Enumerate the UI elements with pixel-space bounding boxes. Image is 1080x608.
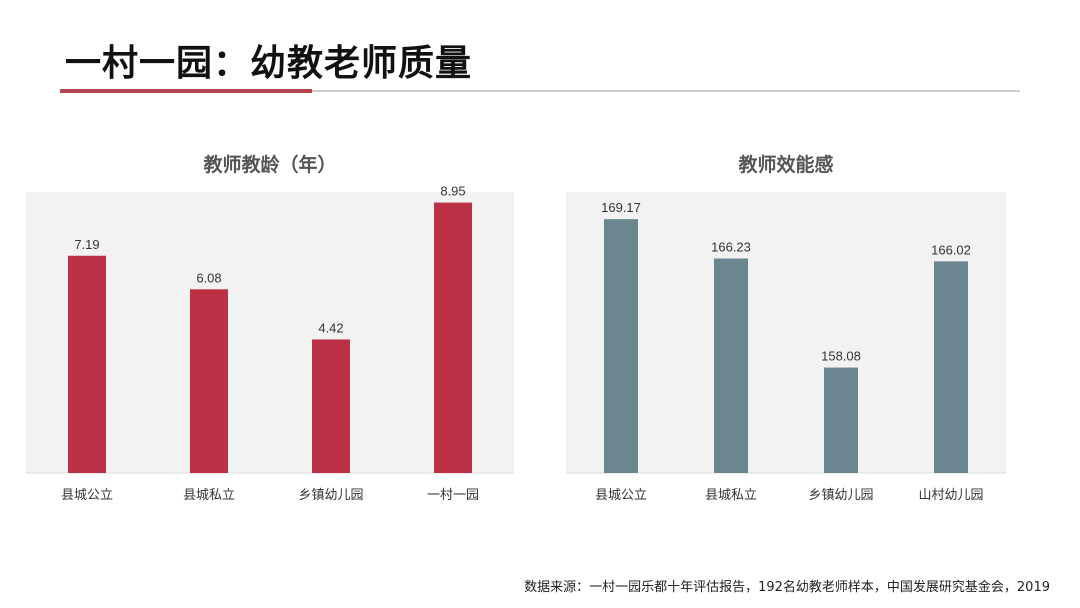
bar bbox=[934, 261, 968, 473]
x-tick-label: 山村幼儿园 bbox=[918, 488, 983, 503]
plot-area bbox=[26, 192, 514, 473]
x-tick-label: 乡镇幼儿园 bbox=[298, 488, 363, 503]
bar bbox=[604, 219, 638, 473]
data-label: 158.08 bbox=[821, 349, 861, 364]
slide-title: 一村一园：幼教老师质量 bbox=[65, 43, 473, 84]
x-tick-label: 县城私立 bbox=[705, 488, 757, 503]
data-label: 4.42 bbox=[318, 320, 343, 335]
chart-title-teaching-years: 教师教龄（年） bbox=[203, 154, 337, 176]
x-tick-label: 县城私立 bbox=[183, 488, 235, 503]
x-tick-label: 县城公立 bbox=[61, 488, 113, 503]
title-underline-accent bbox=[60, 89, 312, 93]
data-label: 6.08 bbox=[196, 270, 221, 285]
bar bbox=[714, 258, 748, 473]
data-label: 7.19 bbox=[74, 237, 99, 252]
chart-teaching-years: 7.19 县城公立 6.08 县城私立 4.42 乡镇幼儿园 8.95 一村一园 bbox=[26, 184, 514, 503]
data-label: 169.17 bbox=[601, 200, 641, 215]
plot-area bbox=[566, 192, 1006, 473]
bar bbox=[190, 289, 228, 473]
source-note: 数据来源：一村一园乐都十年评估报告，192名幼教老师样本，中国发展研究基金会，2… bbox=[524, 580, 1050, 595]
bar bbox=[312, 339, 350, 473]
x-tick-label: 乡镇幼儿园 bbox=[808, 488, 873, 503]
data-label: 166.02 bbox=[931, 242, 971, 257]
bar bbox=[434, 202, 472, 474]
bar bbox=[824, 367, 858, 473]
chart-teacher-efficacy: 169.17 县城公立 166.23 县城私立 158.08 乡镇幼儿园 166.02 山村幼… bbox=[566, 192, 1006, 503]
bar bbox=[68, 255, 106, 473]
x-tick-label: 一村一园 bbox=[427, 488, 479, 503]
x-tick-label: 县城公立 bbox=[595, 488, 647, 503]
chart-title-teacher-efficacy: 教师效能感 bbox=[738, 154, 834, 176]
data-label: 166.23 bbox=[711, 240, 751, 255]
data-label: 8.95 bbox=[440, 184, 465, 199]
title-underline bbox=[60, 90, 1020, 92]
